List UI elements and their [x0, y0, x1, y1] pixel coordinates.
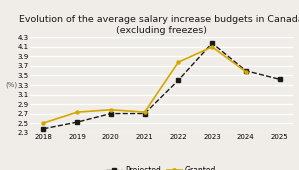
Y-axis label: (%): (%)	[6, 82, 18, 88]
Projected	[75, 121, 79, 123]
Title: Evolution of the average salary increase budgets in Canada
(excluding freezes): Evolution of the average salary increase…	[19, 15, 299, 35]
Legend: Projected, Granted: Projected, Granted	[103, 163, 219, 170]
Projected	[109, 113, 113, 115]
Granted	[143, 111, 147, 113]
Projected	[42, 128, 45, 130]
Granted	[176, 61, 180, 63]
Line: Projected: Projected	[42, 42, 281, 130]
Granted	[75, 111, 79, 113]
Projected	[244, 70, 248, 72]
Projected	[210, 42, 214, 44]
Granted	[109, 109, 113, 111]
Granted	[244, 71, 248, 73]
Projected	[278, 78, 281, 80]
Projected	[176, 79, 180, 81]
Granted	[42, 122, 45, 124]
Projected	[143, 113, 147, 115]
Line: Granted: Granted	[42, 45, 247, 125]
Granted	[210, 46, 214, 48]
